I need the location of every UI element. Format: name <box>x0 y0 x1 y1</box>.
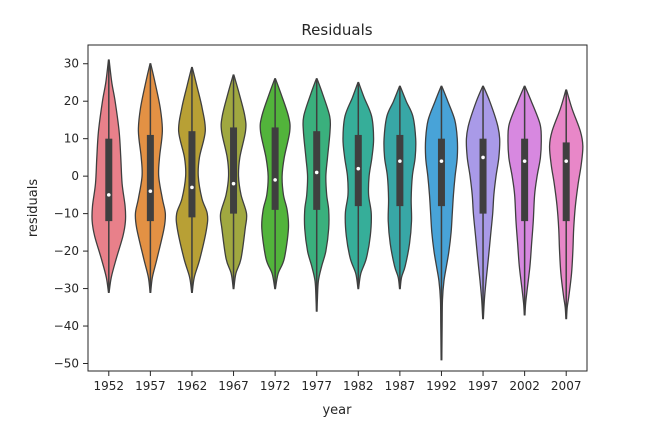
violin-median-dot <box>231 181 236 186</box>
violin-iqr-box <box>521 138 529 222</box>
violin-iqr-box <box>479 138 487 214</box>
y-tick-label: 30 <box>64 57 79 71</box>
violins-group <box>91 59 584 361</box>
violin-median-dot <box>106 193 111 197</box>
y-tick-label: −50 <box>54 357 79 371</box>
x-tick-label: 2007 <box>551 379 582 393</box>
violin-iqr-box <box>313 131 321 210</box>
x-tick-label: 2002 <box>509 379 540 393</box>
violin-iqr-box <box>437 138 445 207</box>
x-tick-label: 1962 <box>177 379 208 393</box>
x-tick-label: 1952 <box>94 379 125 393</box>
violin-iqr-box <box>562 142 570 222</box>
x-tick-label: 1987 <box>385 379 416 393</box>
x-tick-label: 1957 <box>135 379 166 393</box>
y-axis-label: residuals <box>26 179 41 238</box>
violin-median-dot <box>148 189 153 193</box>
violin-median-dot <box>564 159 569 163</box>
y-axis: 30 20 10 0 −10 −20 −30 −40 −50 <box>54 57 88 371</box>
violin-iqr-box <box>354 134 362 207</box>
violin-median-dot <box>439 159 444 163</box>
y-tick-label: −30 <box>54 282 79 296</box>
x-tick-label: 1992 <box>426 379 457 393</box>
violin-median-dot <box>522 159 527 163</box>
violin-median-dot <box>481 155 485 160</box>
violin-median-dot <box>190 185 194 190</box>
y-tick-label: 0 <box>71 169 79 183</box>
y-tick-label: −40 <box>54 319 79 333</box>
violin-iqr-box <box>230 127 238 214</box>
x-tick-label: 1982 <box>343 379 374 393</box>
plot-frame <box>87 44 588 372</box>
x-axis-label: year <box>322 403 352 418</box>
chart-title: Residuals <box>301 21 372 39</box>
x-tick-label: 1972 <box>260 379 291 393</box>
violin-iqr-box <box>188 131 196 218</box>
x-tick-label: 1997 <box>468 379 499 393</box>
y-tick-label: 20 <box>64 94 79 108</box>
violin-median-dot <box>273 178 277 182</box>
violin-median-dot <box>398 159 402 163</box>
x-axis: 1952 1957 1962 1967 1972 1977 1982 1987 1992 1997… <box>94 371 582 393</box>
x-tick-label: 1977 <box>301 379 332 393</box>
violin-iqr-box <box>105 138 113 222</box>
y-tick-label: −10 <box>54 207 79 221</box>
y-tick-label: −20 <box>54 244 79 258</box>
x-tick-label: 1967 <box>218 379 249 393</box>
violin-iqr-box <box>271 127 279 210</box>
violin-median-dot <box>356 166 361 171</box>
violin-iqr-box <box>396 134 404 207</box>
violin-median-dot <box>314 170 319 175</box>
violin-iqr-box <box>146 134 154 222</box>
y-tick-label: 10 <box>64 132 79 146</box>
